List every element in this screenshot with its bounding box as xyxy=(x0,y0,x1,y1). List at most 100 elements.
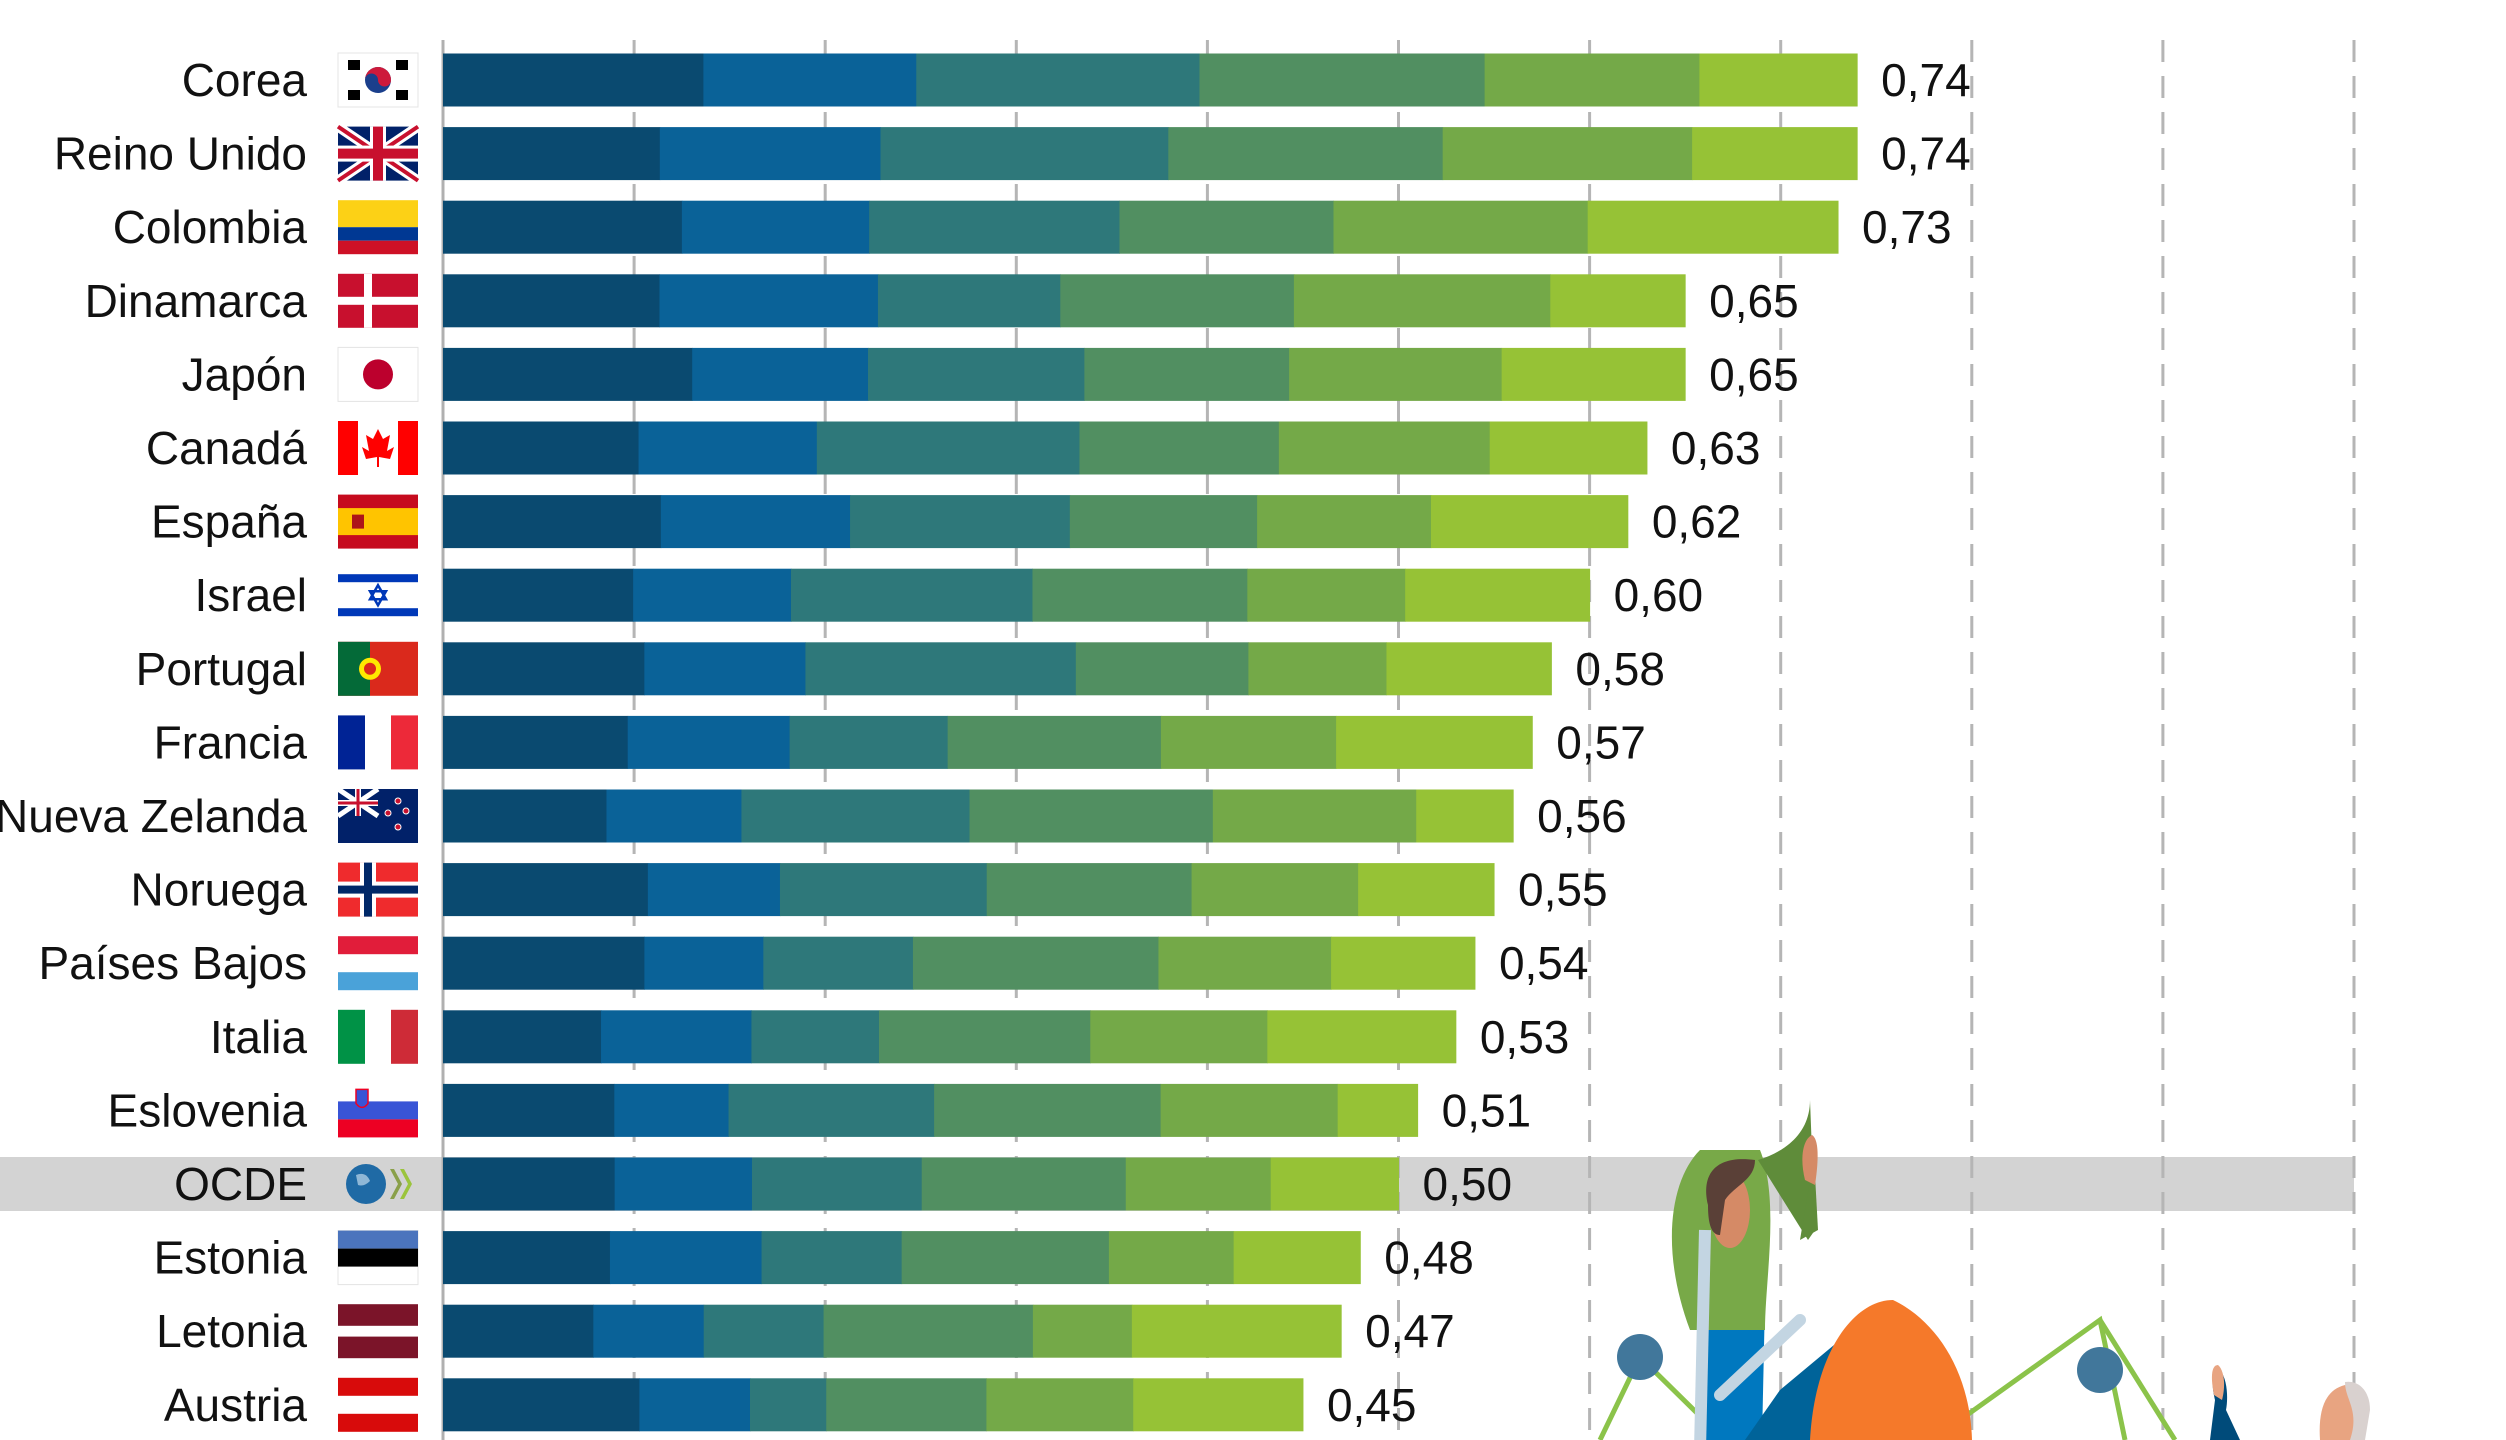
bar-segment xyxy=(1501,347,1686,401)
bar-segment xyxy=(1199,53,1486,107)
bar-segment xyxy=(969,789,1214,843)
bar-segment xyxy=(627,715,791,769)
flag-netherlands-icon xyxy=(338,936,418,991)
category-label: Canadá xyxy=(146,422,308,474)
bar-segment xyxy=(443,421,640,475)
category-label: Reino Unido xyxy=(54,128,307,180)
bar-segment xyxy=(443,1231,611,1285)
bar-segment xyxy=(638,421,818,475)
bar-segment xyxy=(606,789,742,843)
flag-norway-icon xyxy=(338,862,418,917)
category-label: Japón xyxy=(182,348,307,400)
bar-segment xyxy=(1442,127,1693,181)
bar-segment xyxy=(779,863,988,917)
category-label: Portugal xyxy=(136,643,307,695)
bar-segment xyxy=(644,642,806,696)
bar-segment xyxy=(751,1157,923,1211)
bar-segment xyxy=(1257,495,1432,549)
bar-segment xyxy=(901,1231,1110,1285)
bar-segment xyxy=(877,274,1061,328)
value-label: 0,56 xyxy=(1537,790,1627,842)
bar-segment xyxy=(934,1083,1162,1137)
flag-italy-icon xyxy=(338,1009,418,1064)
bar-segment xyxy=(443,863,649,917)
decorative-illustration xyxy=(1597,1100,2370,1440)
bar-segment xyxy=(609,1231,763,1285)
category-label: OCDE xyxy=(174,1158,307,1210)
bar-segment xyxy=(1587,200,1839,254)
bar-segment xyxy=(869,200,1120,254)
bar-segment xyxy=(826,1378,987,1432)
value-label: 0,58 xyxy=(1575,643,1665,695)
bar-segment xyxy=(443,200,683,254)
bar-segment xyxy=(1160,1083,1339,1137)
value-label: 0,74 xyxy=(1881,54,1971,106)
value-label: 0,74 xyxy=(1881,128,1971,180)
bar-segment xyxy=(741,789,971,843)
flag-portugal-icon xyxy=(338,641,418,696)
bar-segment xyxy=(867,347,1085,401)
value-label: 0,65 xyxy=(1709,348,1799,400)
bar-segment xyxy=(443,642,645,696)
category-label: Noruega xyxy=(131,864,308,916)
value-label: 0,50 xyxy=(1423,1158,1513,1210)
bar-segment xyxy=(639,1378,751,1432)
bar-segment xyxy=(1131,1304,1342,1358)
bar-segment xyxy=(921,1157,1127,1211)
flag-france-icon xyxy=(338,715,418,770)
flag-denmark-icon xyxy=(338,273,418,328)
category-label: Austria xyxy=(164,1379,308,1431)
category-label: Letonia xyxy=(156,1305,307,1357)
bar-segment xyxy=(1337,1083,1419,1137)
bar-segment xyxy=(443,936,645,990)
bar-segment xyxy=(850,495,1071,549)
category-label: Francia xyxy=(154,716,308,768)
bar-segment xyxy=(1119,200,1335,254)
bar-segment xyxy=(1293,274,1551,328)
bar-segment xyxy=(1336,715,1533,769)
bar-segment xyxy=(1333,200,1589,254)
bar-segment xyxy=(703,1304,825,1358)
bar-segment xyxy=(601,1010,752,1064)
bar-segment xyxy=(1168,127,1444,181)
bar-segment xyxy=(1247,568,1406,622)
value-label: 0,65 xyxy=(1709,275,1799,327)
bar-segment xyxy=(1489,421,1648,475)
bar-segment xyxy=(692,347,869,401)
bar-segment xyxy=(593,1304,705,1358)
bar-segment xyxy=(816,421,1080,475)
bar-segment xyxy=(805,642,1077,696)
bar-segment xyxy=(443,1378,640,1432)
flag-korea-icon xyxy=(337,52,419,108)
bar-segment xyxy=(660,495,851,549)
bar-segment xyxy=(1125,1157,1272,1211)
bar-segment xyxy=(1090,1010,1268,1064)
bar-segment xyxy=(749,1378,827,1432)
value-label: 0,53 xyxy=(1480,1011,1570,1063)
bar-segment xyxy=(947,715,1162,769)
value-label: 0,55 xyxy=(1518,864,1608,916)
bar-segment xyxy=(1233,1231,1361,1285)
bar-segment xyxy=(878,1010,1091,1064)
bar-segment xyxy=(443,127,661,181)
flag-uk-icon xyxy=(335,122,421,185)
category-label: Colombia xyxy=(113,201,308,253)
bar-segment xyxy=(443,1010,602,1064)
bar-segment xyxy=(633,568,792,622)
bar-segment xyxy=(644,936,764,990)
category-label: Países Bajos xyxy=(39,937,307,989)
bar-segment xyxy=(1692,127,1858,181)
bar-segment xyxy=(1133,1378,1304,1432)
bar-segment xyxy=(823,1304,1034,1358)
flag-austria-icon xyxy=(338,1377,418,1432)
bar-segment xyxy=(1270,1157,1399,1211)
bar-segment xyxy=(880,127,1169,181)
bar-segment xyxy=(1079,421,1280,475)
bar-segment xyxy=(789,715,949,769)
flag-israel-icon xyxy=(338,568,418,623)
bar-segment xyxy=(443,274,661,328)
value-label: 0,62 xyxy=(1652,496,1742,548)
value-label: 0,45 xyxy=(1327,1379,1417,1431)
bar-segment xyxy=(703,53,917,107)
bar-segment xyxy=(443,1083,615,1137)
